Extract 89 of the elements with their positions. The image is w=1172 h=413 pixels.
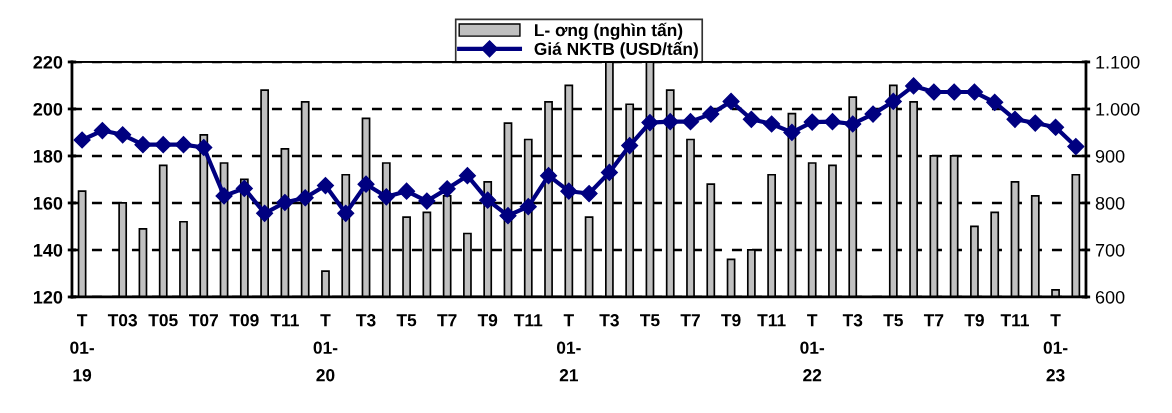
x-tick-label: T 01- 21 xyxy=(556,314,581,382)
x-tick-label: T9 xyxy=(721,314,741,327)
point xyxy=(93,122,111,140)
point xyxy=(134,136,152,154)
x-tick-label: T7 xyxy=(680,314,700,327)
point xyxy=(925,83,943,101)
x-tick-label: T11 xyxy=(270,314,299,327)
point xyxy=(600,163,618,181)
point xyxy=(884,92,902,110)
x-tick-label: T11 xyxy=(757,314,786,327)
point xyxy=(1006,110,1024,128)
y-tick-label: 220 xyxy=(33,55,63,69)
point xyxy=(823,113,842,131)
y-tick-label: 160 xyxy=(33,196,63,210)
point xyxy=(864,105,882,123)
point xyxy=(965,83,983,101)
point xyxy=(154,136,172,154)
point xyxy=(479,191,497,209)
x-tick-label: T7 xyxy=(923,314,944,327)
x-tick-label: T3 xyxy=(599,314,619,327)
point xyxy=(499,207,517,225)
point xyxy=(174,136,193,154)
point xyxy=(844,115,862,133)
point xyxy=(296,189,314,207)
point xyxy=(722,92,740,110)
x-tick-label: T11 xyxy=(1000,314,1029,327)
x-tick-label: T3 xyxy=(356,314,376,327)
point xyxy=(337,204,355,222)
point xyxy=(783,123,801,142)
x-tick-label: T 01- 23 xyxy=(1043,314,1068,382)
point xyxy=(661,113,679,131)
x-tick-label: T 01- 22 xyxy=(800,314,825,382)
x-tick-label: T5 xyxy=(883,314,903,327)
point xyxy=(235,179,253,197)
x-tick-label: T5 xyxy=(396,314,417,327)
x-tick-label: T03 xyxy=(107,314,137,327)
y-tick-label: 120 xyxy=(33,290,63,304)
point xyxy=(519,198,537,216)
point xyxy=(621,137,639,155)
y2-tick-label: 700 xyxy=(1095,243,1125,257)
x-tick-label: T05 xyxy=(148,314,178,327)
point xyxy=(539,167,558,185)
x-tick-label: T3 xyxy=(842,314,863,327)
point xyxy=(742,110,760,128)
y-tick-label: 140 xyxy=(33,243,63,257)
point xyxy=(560,182,578,200)
point xyxy=(276,193,294,212)
point xyxy=(702,105,720,123)
legend-label: Giá NKTB (USD/tấn) xyxy=(534,41,698,59)
x-tick-label: T11 xyxy=(513,314,543,327)
point xyxy=(195,138,213,157)
point xyxy=(1026,114,1044,132)
point xyxy=(418,192,436,210)
point xyxy=(986,93,1004,111)
point xyxy=(945,83,963,101)
x-tick-label: T9 xyxy=(964,314,984,327)
point xyxy=(114,126,132,144)
point xyxy=(316,177,335,195)
x-tick-label: T 01- 20 xyxy=(313,314,338,382)
y2-tick-label: 1.000 xyxy=(1096,102,1140,116)
y2-tick-label: 1.100 xyxy=(1096,55,1140,69)
x-tick-label: T09 xyxy=(229,314,259,327)
point xyxy=(1067,137,1085,156)
x-tick-label: T 01- 19 xyxy=(70,314,94,382)
point xyxy=(215,187,233,205)
y-tick-label: 200 xyxy=(33,102,63,116)
y-tick-label: 180 xyxy=(33,149,63,163)
x-tick-label: T5 xyxy=(640,314,660,327)
point xyxy=(256,204,274,222)
y2-tick-label: 900 xyxy=(1095,149,1125,163)
point xyxy=(458,167,476,185)
x-tick-label: T7 xyxy=(437,314,457,327)
point xyxy=(357,175,375,193)
point xyxy=(1047,118,1065,136)
point xyxy=(681,113,700,131)
point xyxy=(377,188,395,206)
point xyxy=(905,77,923,95)
x-tick-label: T9 xyxy=(477,314,498,327)
point xyxy=(803,113,821,131)
y2-tick-label: 600 xyxy=(1095,290,1125,304)
point xyxy=(763,115,781,133)
legend-label: L- ơng (nghìn tấn) xyxy=(534,22,683,40)
x-tick-label: T07 xyxy=(189,314,218,327)
point xyxy=(438,180,456,198)
point xyxy=(580,184,598,203)
y2-tick-label: 800 xyxy=(1095,196,1125,210)
point xyxy=(641,114,659,132)
point xyxy=(398,182,416,200)
point xyxy=(73,131,91,149)
